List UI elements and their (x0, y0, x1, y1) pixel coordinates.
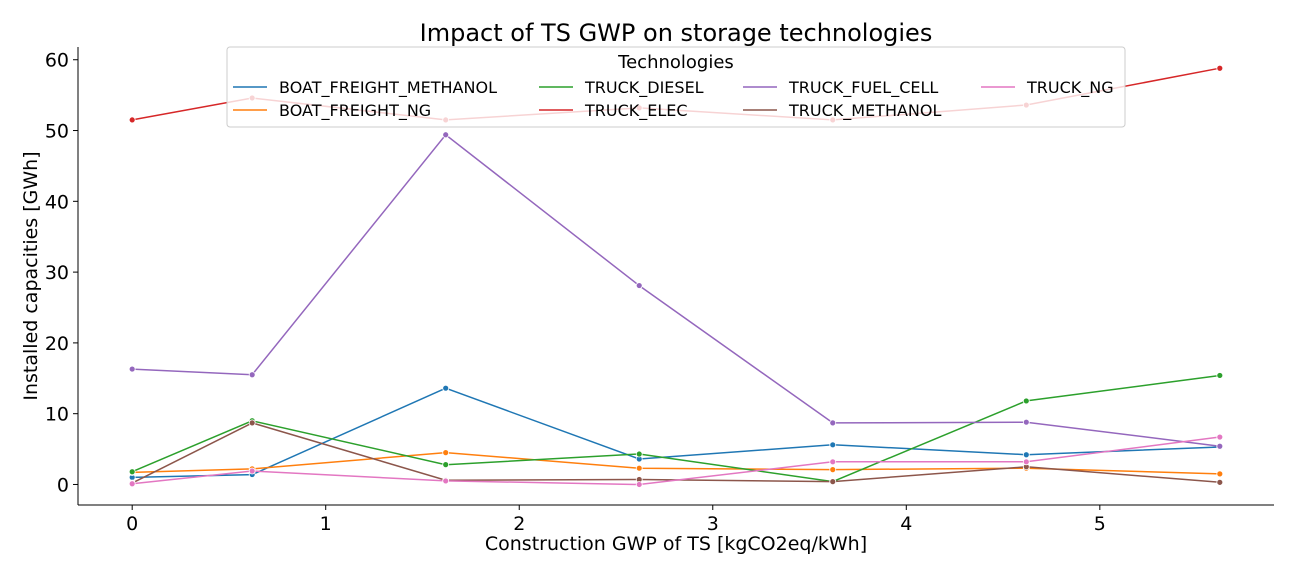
legend-item: TRUCK_FUEL_CELL (743, 78, 938, 98)
x-tick-label: 2 (513, 513, 525, 535)
data-point (442, 449, 450, 457)
y-tick-label: 10 (45, 404, 69, 426)
y-tick-label: 30 (45, 262, 69, 284)
data-point (1022, 451, 1030, 459)
legend-item: TRUCK_ELEC (539, 101, 688, 121)
data-point (248, 371, 256, 379)
x-tick-label: 3 (707, 513, 719, 535)
data-point (1022, 418, 1030, 426)
legend-label: TRUCK_NG (1026, 78, 1114, 98)
y-tick-label: 0 (57, 474, 69, 496)
data-point (128, 480, 136, 488)
data-point (829, 466, 837, 474)
series-line (132, 133, 1220, 447)
legend-box (226, 46, 1126, 128)
data-point (829, 419, 837, 427)
legend-label: BOAT_FREIGHT_METHANOL (279, 78, 497, 98)
data-point (128, 365, 136, 373)
data-point (1216, 478, 1224, 486)
legend-label: BOAT_FREIGHT_NG (279, 101, 431, 121)
data-point (635, 282, 643, 289)
data-point (248, 419, 256, 427)
series-truck-ng (128, 433, 1224, 488)
data-point (442, 384, 450, 392)
data-point (829, 458, 837, 466)
x-tick-label: 0 (126, 513, 138, 535)
data-point (442, 461, 450, 469)
chart-title: Impact of TS GWP on storage technologies (420, 19, 933, 47)
data-point (829, 478, 837, 486)
data-point (128, 116, 136, 124)
data-point (1216, 470, 1224, 478)
legend-item: TRUCK_NG (981, 78, 1114, 98)
legend-label: TRUCK_METHANOL (788, 101, 941, 121)
y-tick-label: 20 (45, 333, 69, 355)
data-point (1216, 433, 1224, 441)
legend-label: TRUCK_DIESEL (584, 78, 704, 98)
y-tick-label: 50 (45, 121, 69, 143)
x-tick-label: 5 (1094, 513, 1106, 535)
data-point (442, 477, 450, 485)
data-point (829, 441, 837, 449)
y-axis-label: Installed capacities [GWh] (20, 151, 42, 400)
data-point (442, 131, 450, 139)
series-truck-fuel-cell (128, 131, 1224, 450)
y-tick-label: 40 (45, 191, 69, 213)
x-tick-label: 1 (320, 513, 332, 535)
data-point (248, 467, 256, 475)
legend-item: TRUCK_DIESEL (539, 78, 704, 98)
data-point (635, 481, 643, 488)
legend-item: BOAT_FREIGHT_NG (233, 101, 431, 121)
data-point (1216, 64, 1224, 72)
data-point (128, 468, 136, 476)
legend-item: TRUCK_METHANOL (743, 101, 941, 121)
data-point (1022, 397, 1030, 405)
data-point (1022, 458, 1030, 466)
data-point (1216, 442, 1224, 450)
legend-item: BOAT_FREIGHT_METHANOL (233, 78, 497, 98)
data-point (635, 464, 643, 472)
x-tick-label: 4 (900, 513, 912, 535)
legend: Technologies BOAT_FREIGHT_METHANOL BOAT_FR… (226, 46, 1126, 128)
legend-title: Technologies (617, 52, 734, 73)
legend-label: TRUCK_ELEC (584, 101, 688, 121)
series-lines (128, 64, 1224, 488)
series-boat-freight-methanol (128, 384, 1224, 481)
data-point (1216, 372, 1224, 379)
legend-label: TRUCK_FUEL_CELL (788, 78, 938, 98)
y-tick-label: 60 (45, 50, 69, 72)
series-line (132, 387, 1220, 479)
series-line (132, 436, 1220, 486)
x-axis-label: Construction GWP of TS [kgCO2eq/kWh] (485, 533, 867, 555)
data-point (635, 450, 643, 458)
